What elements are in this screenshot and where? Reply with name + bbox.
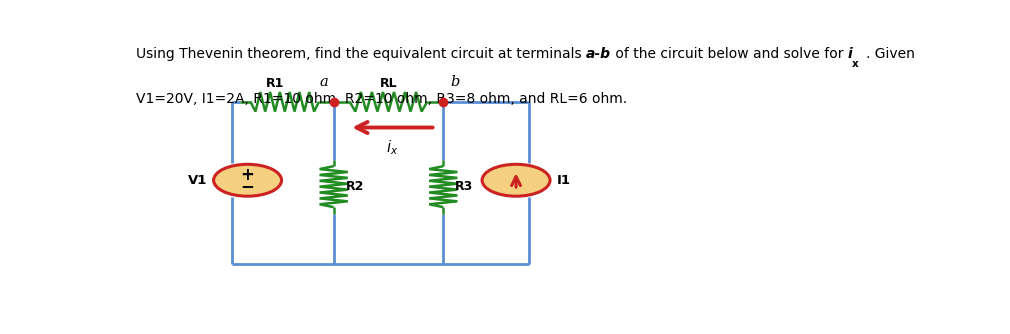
Text: x: x bbox=[852, 59, 860, 69]
Ellipse shape bbox=[482, 164, 550, 196]
Text: V1=20V, I1=2A, R1=10 ohm, R2=10 ohm, R3=8 ohm, and RL=6 ohm.: V1=20V, I1=2A, R1=10 ohm, R2=10 ohm, R3=… bbox=[135, 92, 627, 106]
Text: −: − bbox=[240, 177, 255, 195]
Text: of the circuit below and solve for: of the circuit below and solve for bbox=[611, 46, 847, 60]
Text: R2: R2 bbox=[345, 180, 364, 193]
Text: a: a bbox=[320, 75, 328, 90]
Text: RL: RL bbox=[380, 77, 397, 90]
Text: R1: R1 bbox=[266, 77, 284, 90]
Text: $i_x$: $i_x$ bbox=[386, 138, 399, 157]
Text: I1: I1 bbox=[557, 174, 571, 187]
Text: Using Thevenin theorem, find the equivalent circuit at terminals: Using Thevenin theorem, find the equival… bbox=[135, 46, 586, 60]
Text: . Given: . Given bbox=[867, 46, 915, 60]
Text: a-b: a-b bbox=[586, 46, 611, 60]
Text: b: b bbox=[450, 75, 460, 90]
Text: V1: V1 bbox=[188, 174, 207, 187]
Text: +: + bbox=[240, 166, 255, 184]
Text: R3: R3 bbox=[456, 180, 474, 193]
Text: i: i bbox=[847, 46, 852, 60]
Ellipse shape bbox=[213, 164, 282, 196]
